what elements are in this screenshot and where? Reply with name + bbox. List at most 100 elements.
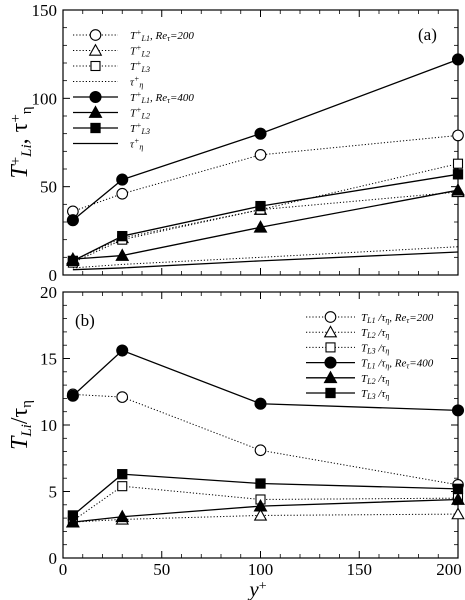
data-point	[254, 149, 267, 161]
series-line	[72, 498, 459, 523]
legend-label: τ+η	[130, 75, 143, 90]
legend-main: T	[361, 327, 368, 339]
legend-sup: +	[136, 59, 141, 68]
legend-entry: TL1 /τη, Reτ=400	[306, 356, 434, 371]
legend-entry: T+L1, Reτ=200	[73, 28, 194, 43]
y-label-sub: Li	[19, 424, 35, 438]
legend-main: T	[361, 388, 368, 400]
y-tick-label: 20	[40, 283, 57, 302]
legend-entry: TL2 /τη	[306, 370, 389, 386]
legend-marker	[89, 29, 102, 41]
y-label-sub-2: η	[19, 106, 35, 114]
legend-mid-sub: η	[385, 346, 389, 355]
legend-main: T	[130, 108, 137, 120]
y-tick-label: 50	[40, 178, 57, 197]
legend-mid-sub: η	[385, 331, 389, 340]
series-5	[66, 53, 465, 227]
series-line	[72, 473, 459, 516]
legend-entry: TL3 /τη	[306, 387, 389, 401]
legend-suffix-sub: τ	[167, 96, 171, 105]
x-tick-label: 200	[436, 560, 462, 579]
legend-suffix: , Re	[389, 312, 406, 324]
legend-main: T	[361, 373, 368, 385]
legend-mid-sub: η	[385, 377, 389, 386]
series-6	[65, 183, 465, 265]
series-line	[72, 58, 459, 221]
panel-label: (a)	[418, 25, 437, 44]
legend-mid: /τ	[376, 342, 387, 354]
legend-marker	[324, 356, 337, 369]
y-tick-label: 100	[32, 89, 58, 108]
legend-suffix: , Re	[150, 92, 167, 104]
legend-sup: +	[136, 90, 141, 99]
data-point	[253, 220, 268, 233]
legend-label: TL1 /τη, Reτ=400	[361, 358, 434, 371]
data-point	[253, 508, 268, 521]
legend-marker	[323, 325, 338, 338]
y-tick-label: 15	[40, 350, 57, 369]
legend-mid-sub: η	[385, 316, 389, 325]
legend-sup: +	[136, 44, 141, 53]
series-7	[67, 169, 464, 267]
legend-main: T	[361, 312, 368, 324]
legend-sub: L2	[366, 377, 375, 386]
legend-label: T+L2	[130, 44, 150, 59]
legend-sub: L3	[141, 127, 150, 136]
data-point	[117, 230, 128, 242]
legend-sub: η	[139, 81, 143, 90]
legend-main: T	[130, 92, 137, 104]
legend-main: τ	[130, 77, 135, 89]
legend-mid: /τ	[376, 388, 387, 400]
legend-suffix: , Re	[150, 30, 167, 42]
legend-sub: L1	[141, 96, 150, 105]
legend-entry: TL1 /τη, Reτ=200	[306, 311, 434, 325]
series-line	[72, 191, 459, 262]
data-point	[452, 483, 464, 494]
legend-label: T+L1, Reτ=400	[130, 90, 194, 105]
legend-main: T	[361, 358, 368, 370]
legend-mid: /τ	[376, 358, 387, 370]
data-point	[67, 510, 79, 521]
legend-main: T	[130, 61, 137, 73]
y-label-sup-2: +	[8, 114, 24, 122]
legend-mid-sub: η	[385, 362, 389, 371]
legend-suffix-tail: =400	[170, 92, 194, 104]
y-label-main: T	[7, 164, 33, 179]
series-line	[72, 251, 459, 271]
data-point	[451, 404, 465, 417]
legend-main: T	[130, 123, 137, 135]
legend-mid: /τ	[376, 373, 387, 385]
y-label-sub: Li	[19, 144, 35, 158]
series-6	[67, 469, 464, 521]
y-label-tail: /τ	[7, 407, 33, 424]
legend-sup: +	[134, 75, 139, 84]
legend-label: TL2 /τη	[361, 327, 389, 340]
legend-entry: T+L1, Reτ=400	[73, 90, 194, 105]
data-point	[116, 344, 129, 357]
series-line	[72, 163, 459, 264]
legend-label: T+L2	[130, 106, 150, 121]
series-3	[67, 158, 464, 268]
y-label-sep: ,	[7, 132, 33, 144]
legend-label: T+L3	[130, 121, 150, 136]
legend-marker	[88, 105, 103, 118]
series-4	[66, 344, 465, 417]
legend-suffix-tail: =200	[409, 312, 433, 324]
data-point	[254, 397, 267, 410]
y-label-sup: +	[8, 157, 24, 165]
legend-mid-sub: η	[385, 392, 389, 401]
data-point	[66, 214, 79, 227]
x-tick-label: 100	[248, 560, 274, 579]
data-point	[452, 169, 464, 180]
legend-sub: L3	[366, 392, 375, 401]
data-point	[451, 507, 465, 520]
data-point	[115, 509, 130, 523]
legend-main: T	[130, 30, 137, 42]
legend-sup: +	[136, 121, 141, 130]
legend-marker	[325, 342, 336, 353]
legend-main: T	[130, 46, 137, 58]
legend-label: T+L3	[130, 59, 150, 74]
